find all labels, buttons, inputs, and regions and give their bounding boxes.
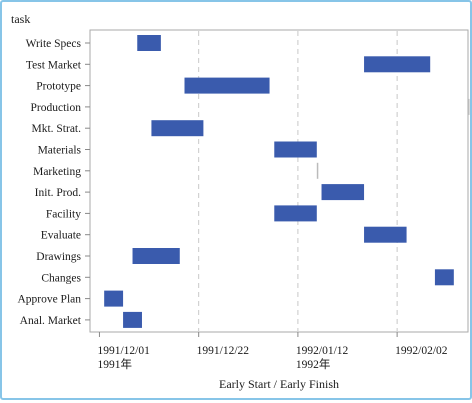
task-bar-drawings [132,248,180,264]
x-tick-label: 1992/02/02 [395,345,448,357]
y-tick-label-test-market: Test Market [26,59,82,71]
gantt-chart: task Write Specs Test Market Prototype Prod… [11,12,470,391]
task-bar-init-prod [321,184,365,201]
y-tick-label-init-prod: Init. Prod. [35,187,81,199]
x-tick-sublabel: 1992年 [296,357,331,371]
y-tick-label-prototype: Prototype [36,81,81,93]
y-tick-labels: Write Specs Test Market Prototype Productio… [17,38,90,327]
y-axis-title: task [11,12,30,26]
y-tick-label-evaluate: Evaluate [41,230,81,242]
task-bars [104,35,470,328]
y-tick-label-materials: Materials [38,145,82,157]
task-bar-approve-plan [104,290,124,307]
y-tick-label-marketing: Marketing [33,166,81,178]
task-bar-mkt-strat [151,120,204,137]
task-bar-changes [434,269,454,286]
y-tick-label-production: Production [31,102,82,114]
y-tick-label-drawings: Drawings [36,251,81,263]
y-tick-label-anal-market: Anal. Market [20,315,82,327]
task-bar-test-market [364,56,431,73]
x-axis-title: Early Start / Early Finish [219,377,339,391]
task-bar-materials [274,141,317,158]
task-bar-evaluate [364,226,407,243]
task-bar-write-specs [137,35,161,51]
x-tick-label: 1991/12/01 [97,345,150,357]
y-tick-label-facility: Facility [46,208,81,220]
task-bar-facility [274,205,317,222]
y-tick-label-mkt-strat: Mkt. Strat. [31,123,81,135]
x-tick-sublabel: 1991年 [97,357,132,371]
task-bar-prototype [184,77,270,94]
plot-area-border [89,29,469,333]
task-bar-production [468,98,470,115]
x-tick-label: 1991/12/22 [197,345,250,357]
y-tick-label-write-specs: Write Specs [26,38,82,50]
y-tick-label-approve-plan: Approve Plan [17,294,81,306]
x-tick-label: 1992/01/12 [296,345,349,357]
grid-lines [198,31,398,331]
y-tick-label-changes: Changes [41,272,81,284]
task-bar-anal-market [123,311,142,328]
task-bar-marketing [316,162,319,179]
